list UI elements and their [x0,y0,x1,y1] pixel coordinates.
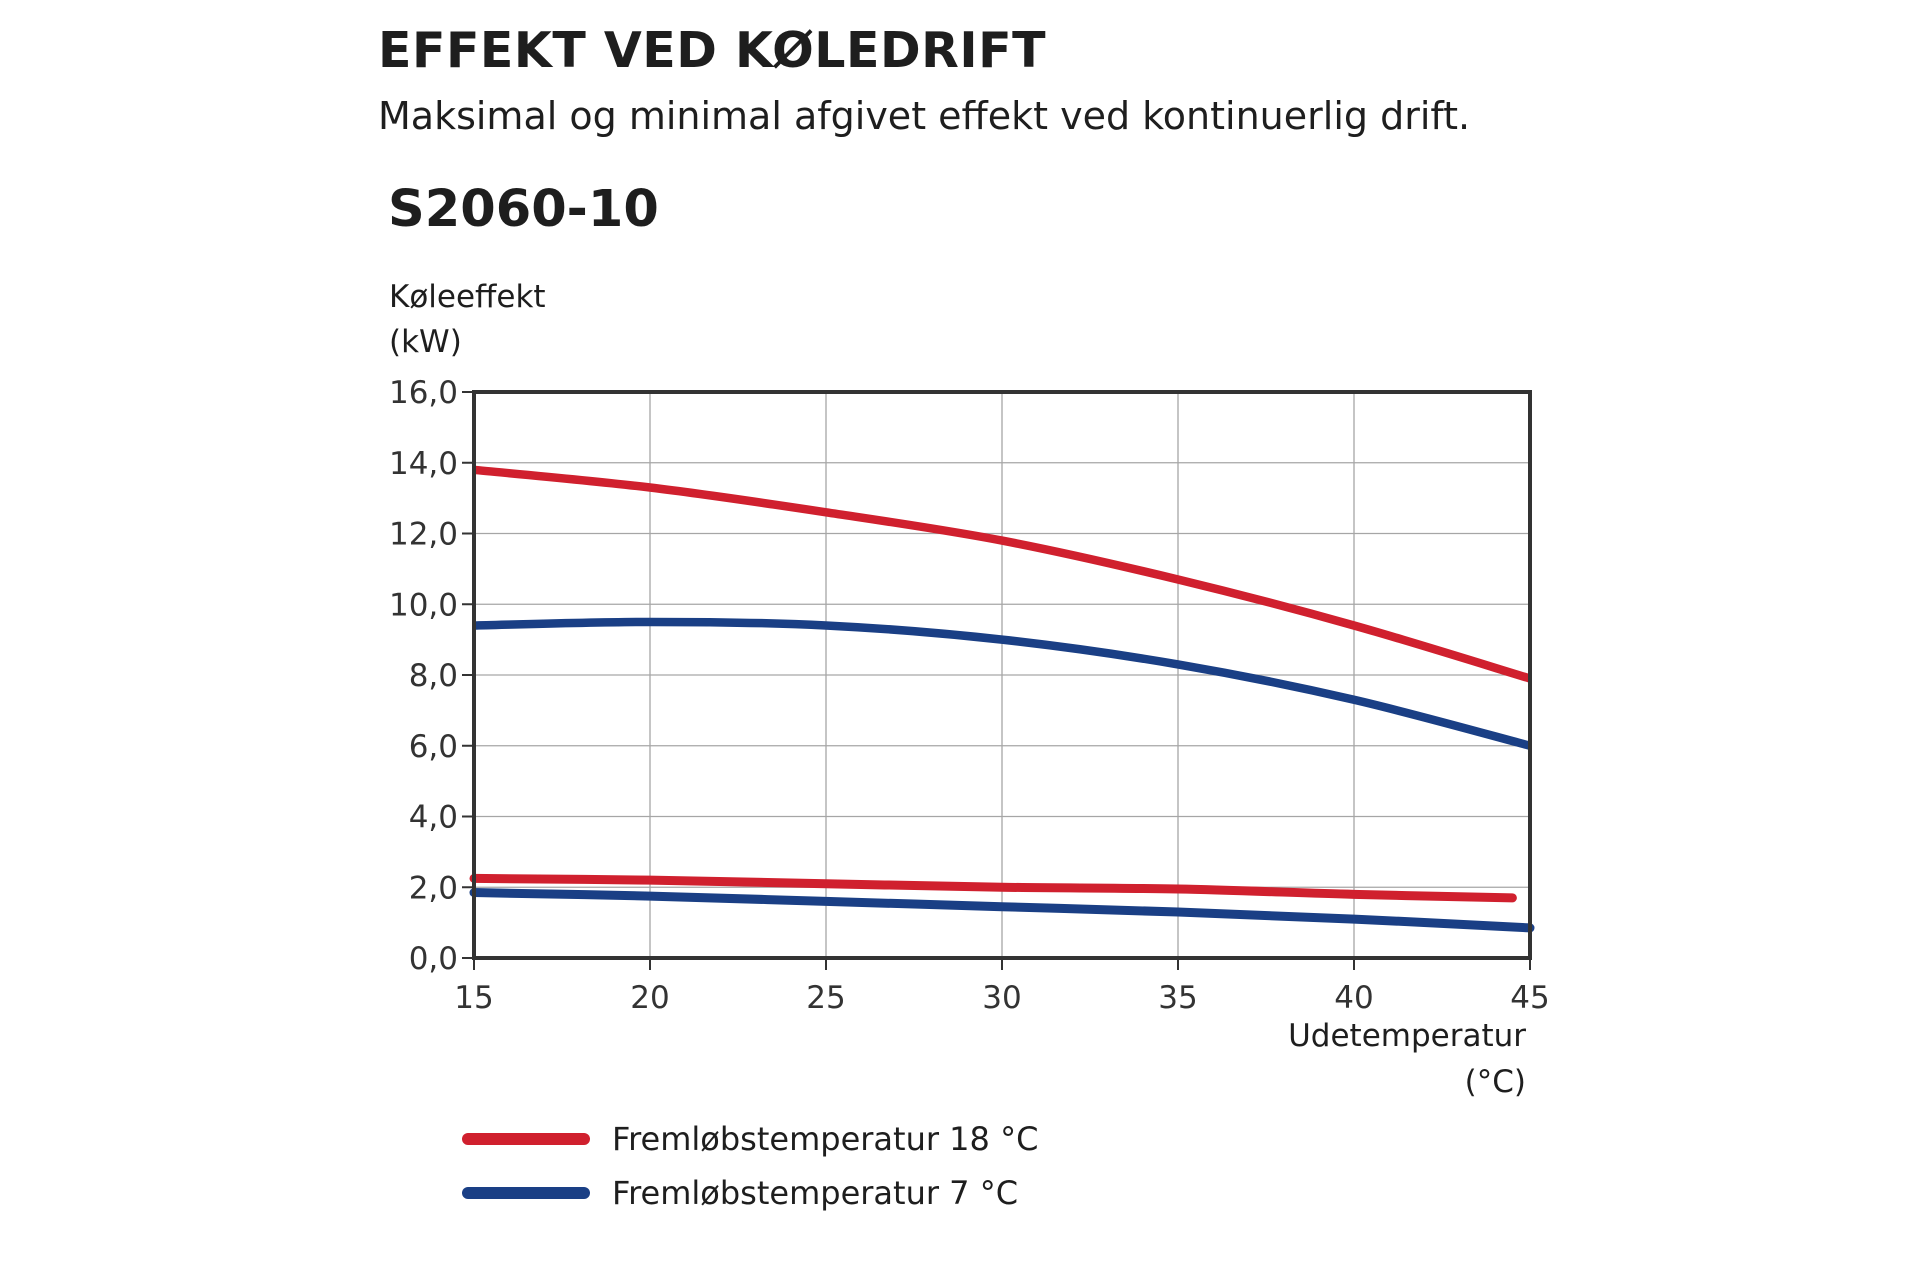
series-line-red-max [473,465,1532,683]
y-tick-label: 0,0 [409,941,458,977]
series-line-blue-min [469,888,1535,933]
y-axis-label-line2: (kW) [389,324,462,360]
y-tick-label: 16,0 [389,375,458,411]
x-tick-label: 30 [982,980,1021,1016]
page-subtitle: Maksimal og minimal afgivet effekt ved k… [378,94,1471,138]
legend-label-7c: Fremløbstemperatur 7 °C [612,1174,1019,1212]
chart-title: S2060-10 [388,180,659,239]
grid-lines [474,392,1530,958]
legend-item-7c: Fremløbstemperatur 7 °C [462,1166,1038,1220]
series-line-blue-max [473,617,1532,750]
y-tick-label: 10,0 [389,587,458,623]
legend-swatch-blue [462,1187,590,1199]
y-axis-label-line1: Køleeffekt [389,279,546,315]
y-tick-label: 8,0 [409,658,458,694]
x-axis-label-line1: Udetemperatur [1288,1018,1526,1054]
y-tick-label: 4,0 [409,800,458,836]
x-tick-label: 20 [630,980,669,1016]
legend-item-18c: Fremløbstemperatur 18 °C [462,1112,1038,1166]
legend-label-18c: Fremløbstemperatur 18 °C [612,1120,1039,1158]
y-tick-label: 12,0 [389,517,458,553]
axes [462,390,1532,970]
page-title: EFFEKT VED KØLEDRIFT [378,22,1047,79]
x-axis-label-line2: (°C) [1465,1064,1526,1100]
x-tick-label: 45 [1510,980,1549,1016]
series-lines [469,465,1535,933]
x-tick-label: 25 [806,980,845,1016]
legend-swatch-red [462,1133,590,1145]
series-line-red-min [469,873,1517,903]
x-tick-label: 35 [1158,980,1197,1016]
y-tick-label: 6,0 [409,729,458,765]
y-tick-label: 2,0 [409,870,458,906]
y-tick-label: 14,0 [389,446,458,482]
x-tick-label: 40 [1334,980,1373,1016]
tick-labels: 0,0 2,0 4,0 6,0 8,0 10,0 12,0 14,0 16,0 15 20 25 30 3… [389,375,1550,1016]
x-tick-label: 15 [454,980,493,1016]
legend: Fremløbstemperatur 18 °C Fremløbstempera… [462,1112,1038,1220]
